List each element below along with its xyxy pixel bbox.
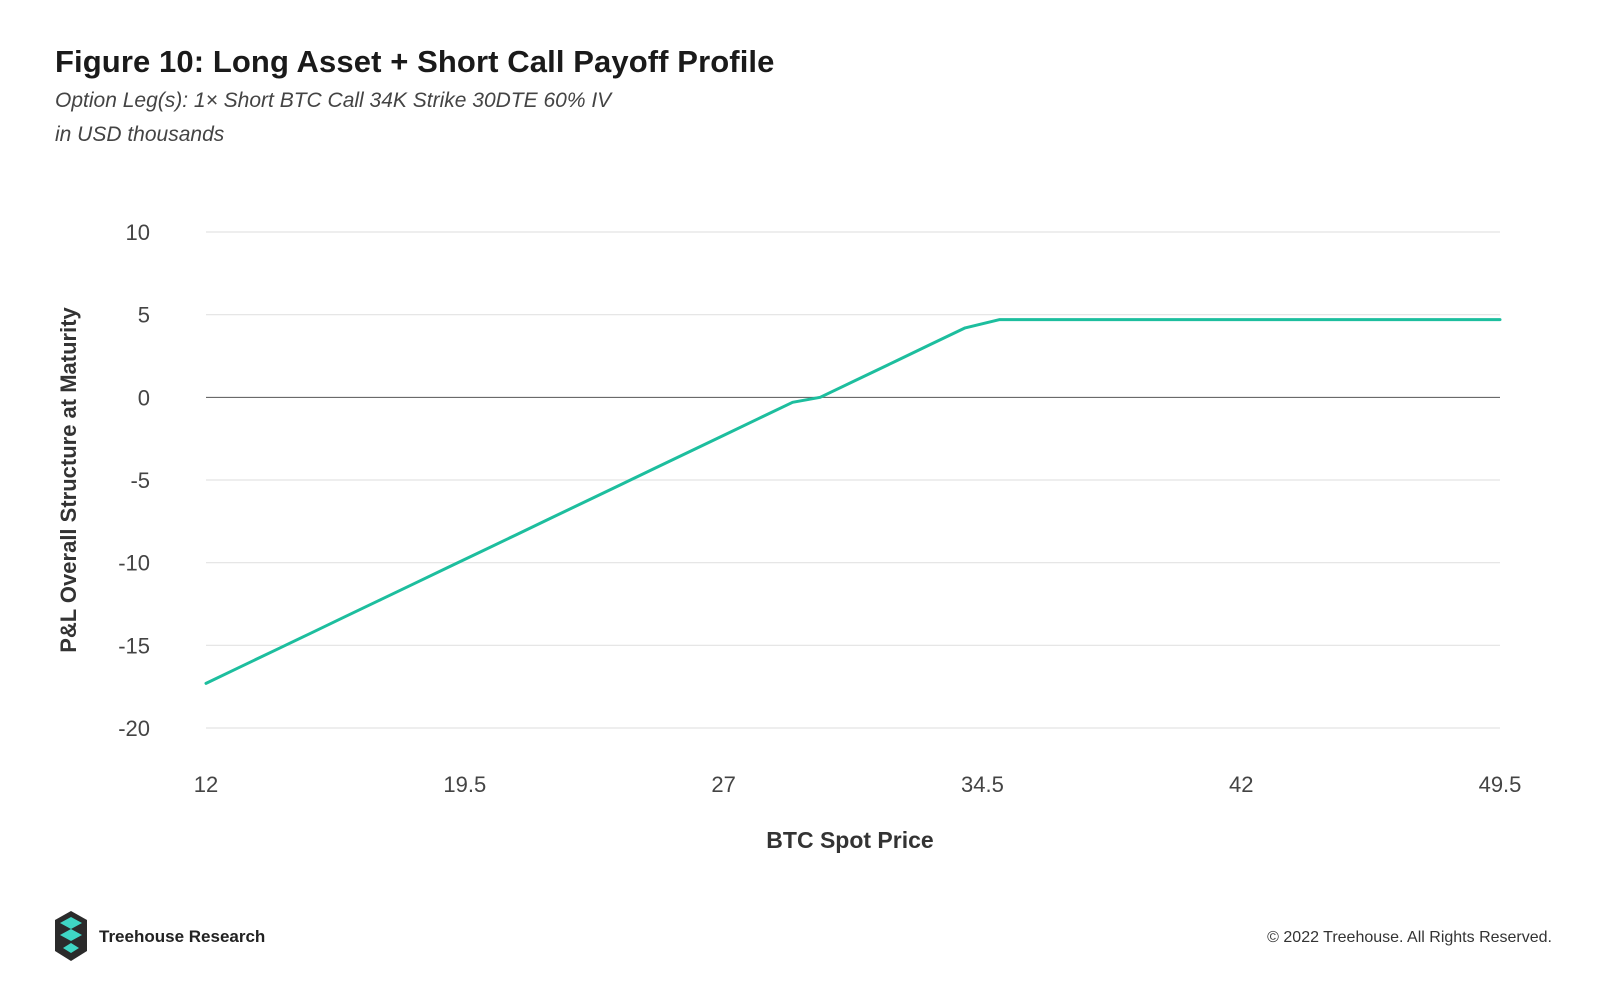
x-tick-label: 27 xyxy=(711,772,735,797)
x-tick-label: 12 xyxy=(194,772,218,797)
series-layer xyxy=(204,318,1502,685)
y-tick-label: -15 xyxy=(118,633,150,658)
payoff-line-chart: 10 5 0 -5 -10 -15 -20 12 19.5 27 34.5 42 49.5 P&L O… xyxy=(56,220,1522,853)
y-tick-label: 10 xyxy=(126,220,150,245)
chart-title: Figure 10: Long Asset + Short Call Payof… xyxy=(55,44,775,79)
y-tick-label: 5 xyxy=(138,303,150,328)
y-tick-label: 0 xyxy=(138,385,150,410)
y-tick-label: -10 xyxy=(118,551,150,576)
x-axis-ticks: 12 19.5 27 34.5 42 49.5 xyxy=(194,772,1522,797)
x-tick-label: 42 xyxy=(1229,772,1253,797)
brand-name: Treehouse Research xyxy=(99,927,266,946)
x-tick-label: 49.5 xyxy=(1479,772,1522,797)
y-tick-label: -20 xyxy=(118,716,150,741)
x-axis-title: BTC Spot Price xyxy=(766,827,933,853)
footer-brand: Treehouse Research xyxy=(55,911,265,963)
x-tick-label: 19.5 xyxy=(443,772,486,797)
chart-subtitle-option-legs: Option Leg(s): 1× Short BTC Call 34K Str… xyxy=(55,89,612,112)
treehouse-logo-icon xyxy=(55,911,87,961)
y-tick-label: -5 xyxy=(130,468,150,493)
copyright-notice: © 2022 Treehouse. All Rights Reserved. xyxy=(1267,929,1552,946)
grid-lines xyxy=(206,231,1500,729)
x-tick-label: 34.5 xyxy=(961,772,1004,797)
y-axis-title: P&L Overall Structure at Maturity xyxy=(56,306,81,652)
y-axis-ticks: 10 5 0 -5 -10 -15 -20 xyxy=(118,220,150,741)
payoff-series-line xyxy=(204,318,1502,685)
chart-subtitle-units: in USD thousands xyxy=(55,123,225,146)
